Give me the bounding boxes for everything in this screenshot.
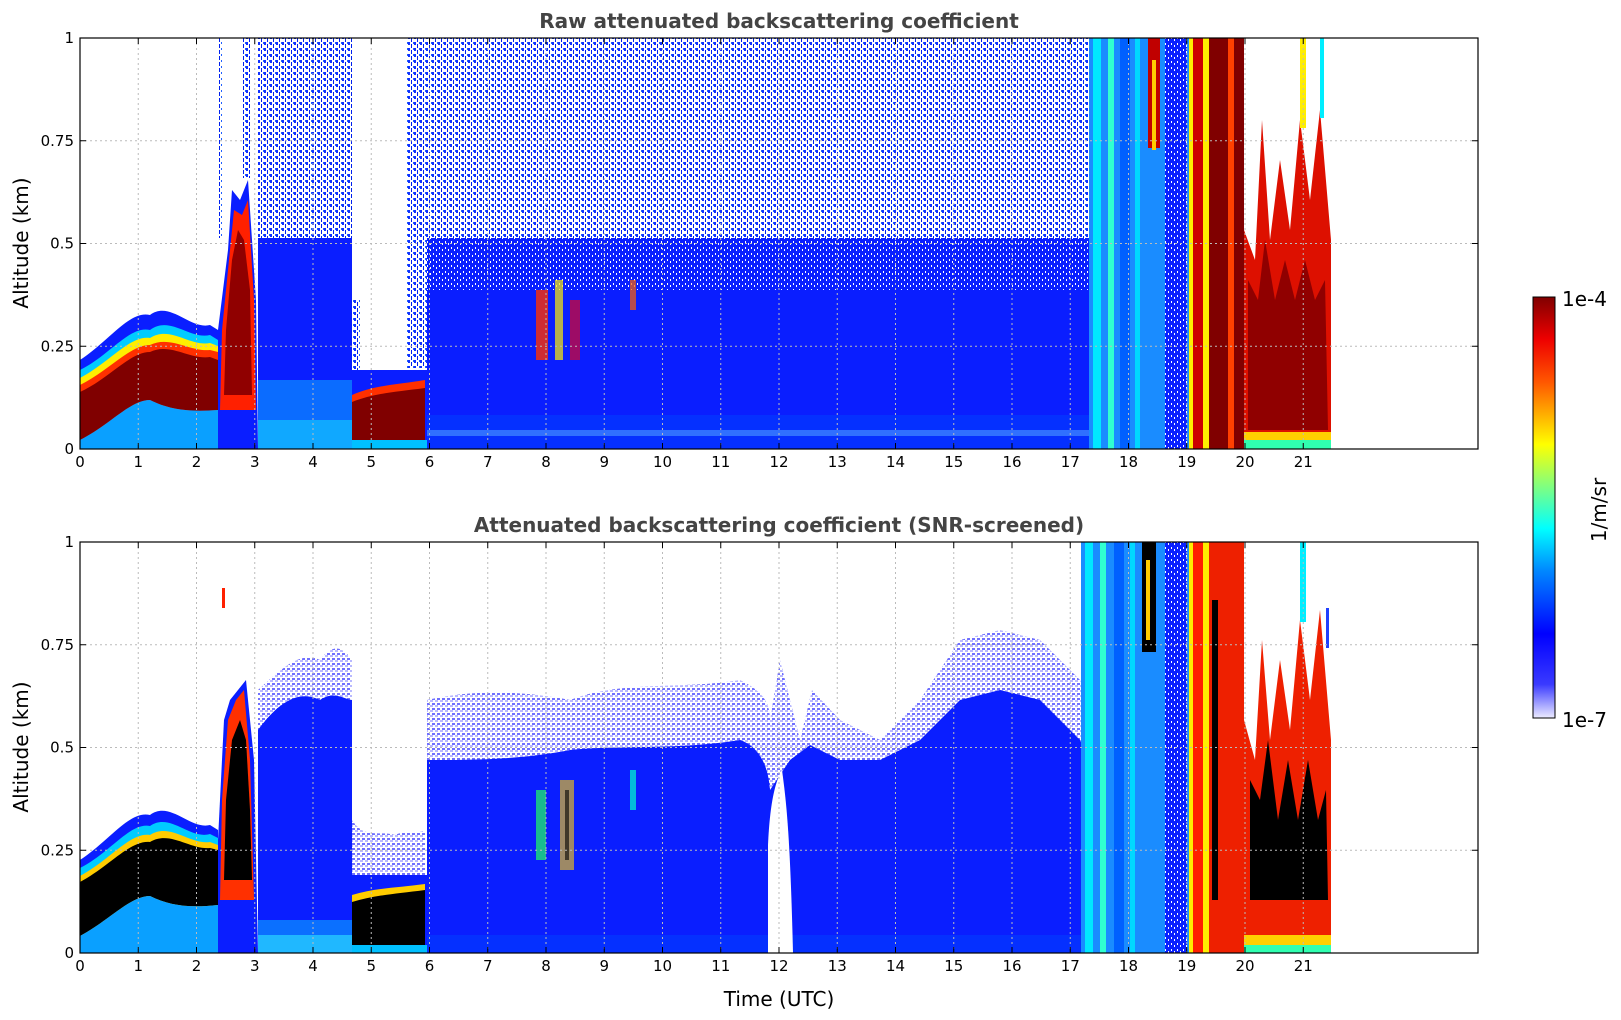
raw-backscatter-panel: Raw attenuated backscattering coefficien… — [9, 9, 1479, 471]
panel1-x-tick-label: 7 — [483, 453, 493, 471]
snr-screened-panel: Attenuated backscattering coefficient (S… — [9, 513, 1479, 1011]
colorbar: 1e-4 1e-7 1/m/sr — [1532, 287, 1611, 732]
panel1-x-tick-label: 8 — [541, 453, 551, 471]
panel1-y-tick-label: 0.5 — [50, 235, 74, 253]
panel2-x-tick-label: 15 — [944, 957, 963, 975]
panel2-x-tick-label: 16 — [1002, 957, 1021, 975]
colorbar-unit-label: 1/m/sr — [1587, 477, 1611, 542]
panel1-x-ticks: 0 1 2 3 4 5 6 7 8 9 10 11 12 13 14 15 16 17 18 19 20 21 — [75, 38, 1313, 471]
panel1-x-tick-label: 12 — [769, 453, 788, 471]
panel2-x-tick-label: 14 — [886, 957, 905, 975]
panel2-x-tick-label: 17 — [1061, 957, 1080, 975]
panel2-y-tick-label: 0 — [64, 944, 74, 962]
panel2-x-tick-label: 19 — [1177, 957, 1196, 975]
panel1-x-tick-label: 5 — [366, 453, 376, 471]
panel2-x-tick-label: 3 — [250, 957, 260, 975]
panel1-x-tick-label: 21 — [1294, 453, 1313, 471]
p2-gap-12h — [770, 780, 786, 850]
panel1-x-tick-label: 14 — [886, 453, 905, 471]
panel1-x-tick-label: 3 — [250, 453, 260, 471]
panel2-x-tick-label: 12 — [769, 957, 788, 975]
panel2-x-tick-label: 2 — [192, 957, 202, 975]
colorbar-gradient — [1532, 296, 1556, 719]
panel1-x-tick-label: 16 — [1002, 453, 1021, 471]
panel2-x-tick-label: 4 — [308, 957, 318, 975]
p1-near-surface-core — [352, 388, 425, 449]
panel1-x-tick-label: 1 — [133, 453, 143, 471]
panel2-x-tick-label: 20 — [1235, 957, 1254, 975]
panel1-y-tick-label: 0.25 — [41, 337, 74, 355]
panel2-x-tick-label: 7 — [483, 957, 493, 975]
panel2-y-tick-label: 0.25 — [41, 841, 74, 859]
panel1-y-ticks: 0 0.25 0.5 0.75 1 — [41, 29, 1478, 458]
p2-boundary-layer-b — [427, 690, 1089, 953]
panel2-y-ticks: 0 0.25 0.5 0.75 1 — [41, 533, 1478, 962]
panel1-x-tick-label: 2 — [192, 453, 202, 471]
panel1-x-tick-label: 11 — [711, 453, 730, 471]
panel1-x-tick-label: 10 — [653, 453, 672, 471]
panel1-x-tick-label: 6 — [425, 453, 435, 471]
p1-noise-region-a — [258, 38, 352, 238]
panel2-x-tick-label: 21 — [1294, 957, 1313, 975]
p1-aerosol-core — [80, 348, 218, 449]
panel2-x-tick-label: 9 — [599, 957, 609, 975]
panel2-y-tick-label: 1 — [64, 533, 74, 551]
panel2-x-tick-label: 0 — [75, 957, 85, 975]
panel2-x-tick-label: 8 — [541, 957, 551, 975]
panel2-title: Attenuated backscattering coefficient (S… — [474, 513, 1084, 537]
panel2-y-tick-label: 0.5 — [50, 739, 74, 757]
panel1-y-tick-label: 0 — [64, 440, 74, 458]
p1-plume-8h — [536, 290, 548, 360]
p1-noise-transition — [427, 238, 1089, 298]
panel2-x-tick-label: 11 — [711, 957, 730, 975]
panel1-x-tick-label: 9 — [599, 453, 609, 471]
panel2-x-tick-label: 10 — [653, 957, 672, 975]
panel1-x-tick-label: 18 — [1119, 453, 1138, 471]
panel1-y-tick-label: 1 — [64, 29, 74, 47]
panel1-x-tick-label: 13 — [828, 453, 847, 471]
panel1-x-tick-label: 19 — [1177, 453, 1196, 471]
p2-plume-8h — [536, 790, 546, 860]
p2-boundary-layer-a — [258, 695, 352, 953]
panel1-y-tick-label: 0.75 — [41, 132, 74, 150]
panel1-title: Raw attenuated backscattering coefficien… — [539, 9, 1019, 33]
panel1-x-tick-label: 15 — [944, 453, 963, 471]
panel2-x-tick-label: 18 — [1119, 957, 1138, 975]
panel2-x-ticks: 0 1 2 3 4 5 6 7 8 9 10 11 12 13 14 15 16 17 18 19 20 21 — [75, 542, 1313, 975]
colorbar-max-label: 1e-4 — [1562, 287, 1607, 311]
panel2-y-tick-label: 0.75 — [41, 636, 74, 654]
panel1-x-tick-label: 0 — [75, 453, 85, 471]
p1-noise-region-b — [427, 38, 1089, 238]
x-axis-label: Time (UTC) — [723, 987, 835, 1011]
colorbar-min-label: 1e-7 — [1562, 708, 1607, 732]
panel1-x-tick-label: 17 — [1061, 453, 1080, 471]
panel2-x-tick-label: 1 — [133, 957, 143, 975]
panel2-y-axis-label: Altitude (km) — [9, 681, 33, 812]
p2-aerosol-core — [80, 838, 218, 953]
p2-near-surface-core — [352, 890, 425, 953]
panel1-x-tick-label: 20 — [1235, 453, 1254, 471]
panel2-x-tick-label: 5 — [366, 957, 376, 975]
panel2-x-tick-label: 13 — [828, 957, 847, 975]
panel1-x-tick-label: 4 — [308, 453, 318, 471]
panel1-y-axis-label: Altitude (km) — [9, 177, 33, 308]
panel2-x-tick-label: 6 — [425, 957, 435, 975]
